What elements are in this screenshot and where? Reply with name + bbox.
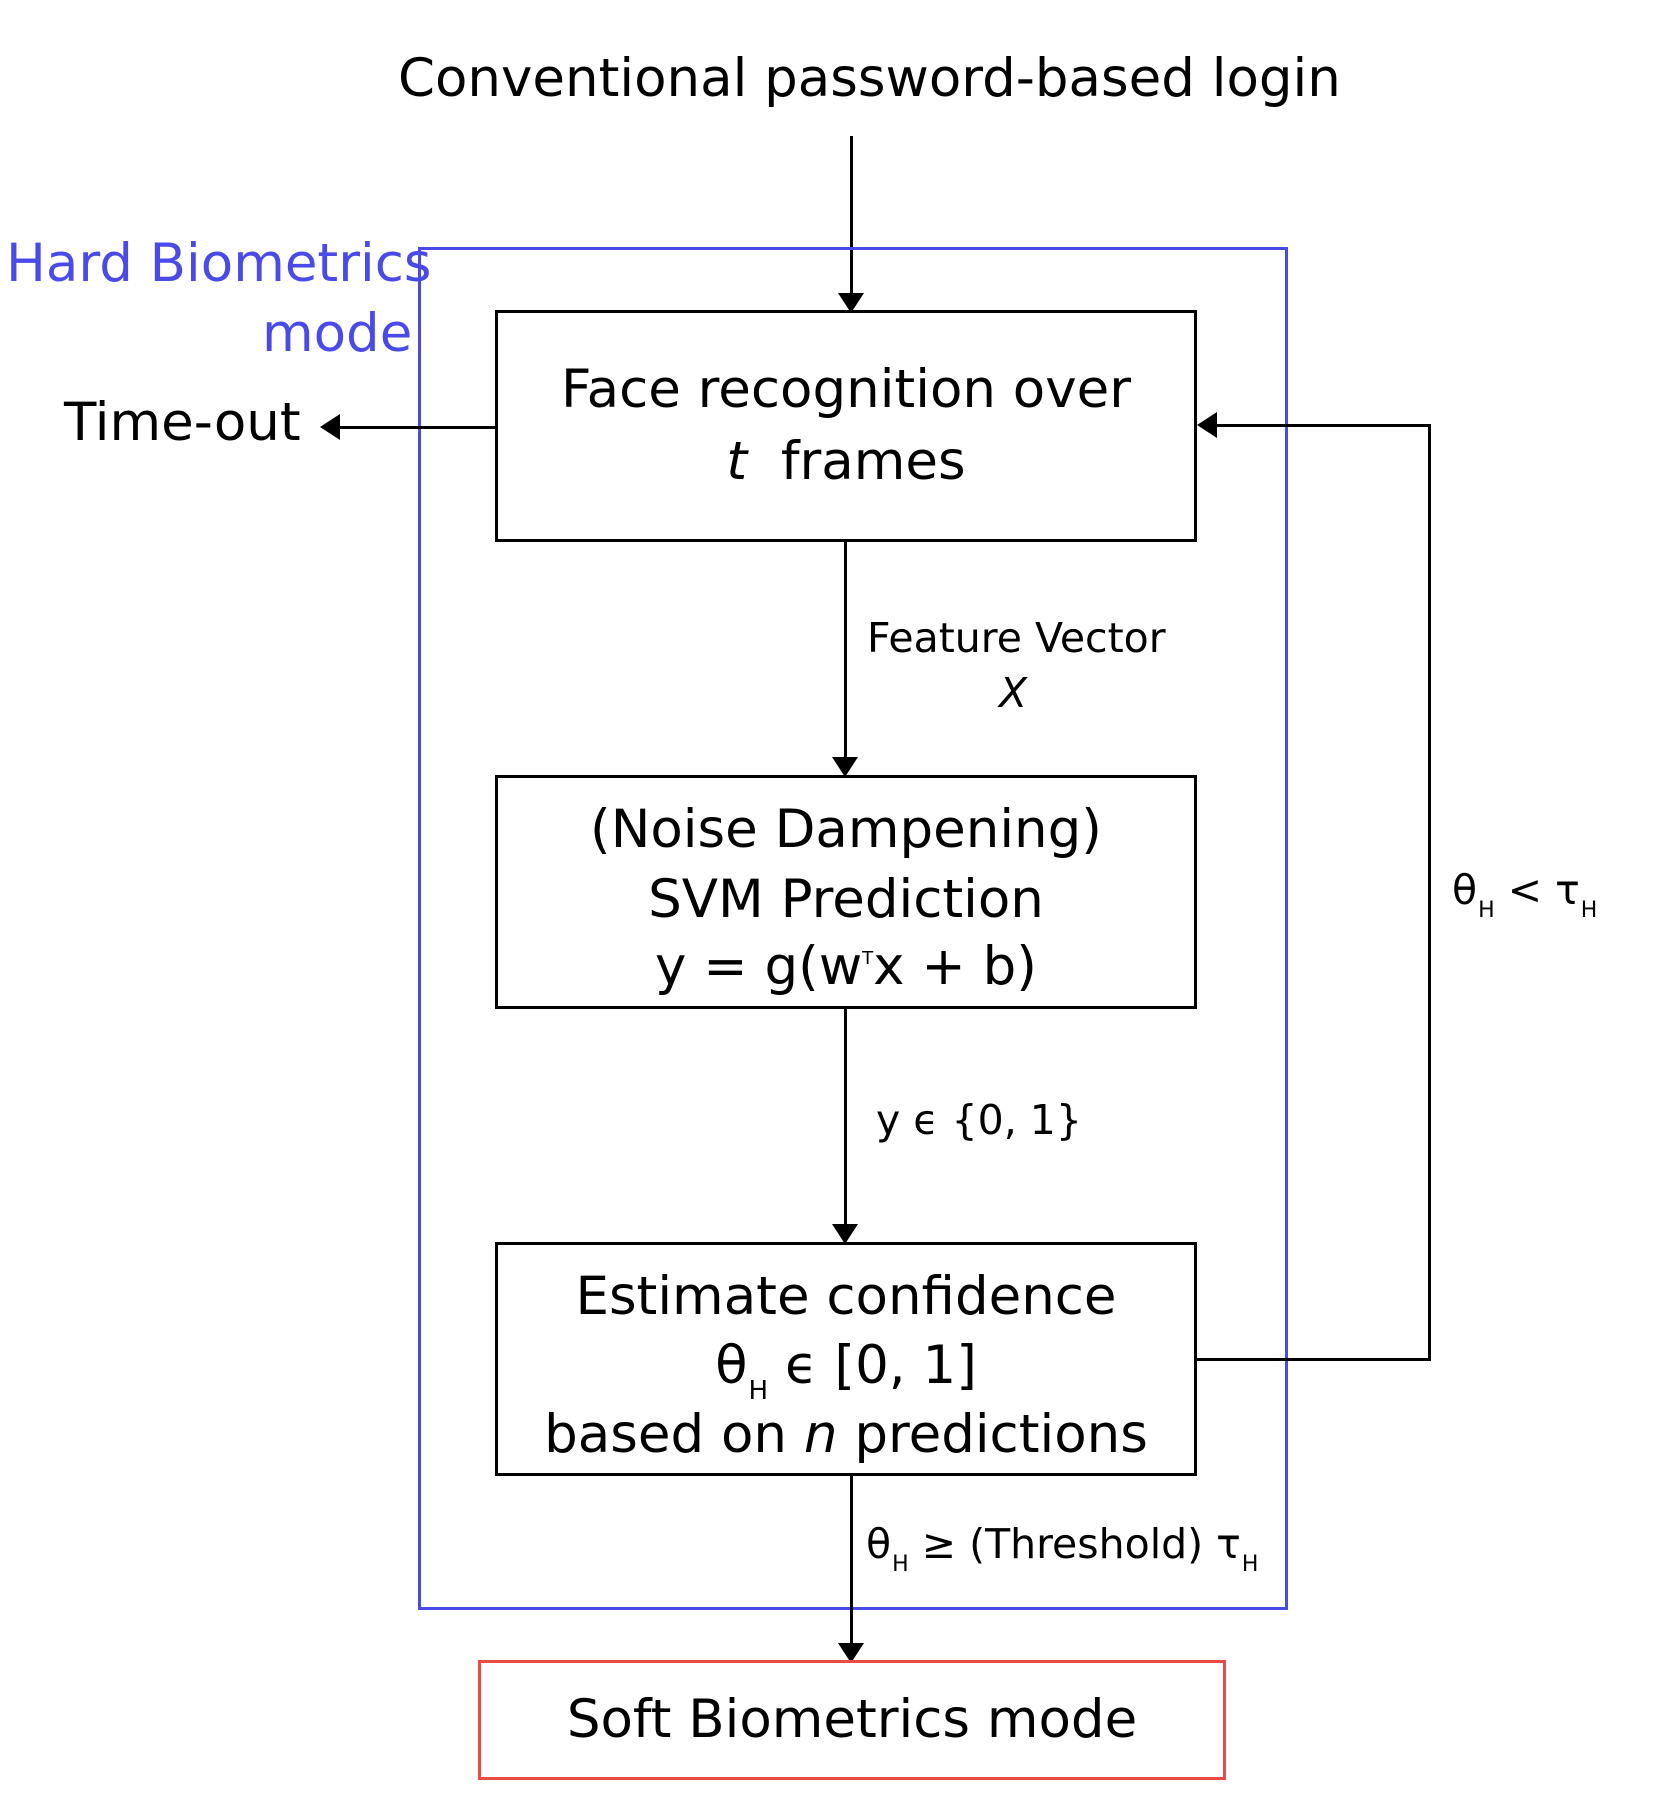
arrowhead-login-to-face: [838, 293, 864, 313]
feature-vector-label: Feature Vector: [867, 614, 1166, 662]
confidence-range: ϵ [0, 1]: [784, 1335, 977, 1396]
confidence-box-line3: based on n predictions: [498, 1408, 1194, 1461]
login-step-label: Conventional password-based login: [398, 48, 1341, 109]
exit-theta: θ: [866, 1520, 892, 1568]
svm-prediction-box: (Noise Dampening) SVM Prediction y = g(w…: [495, 775, 1197, 1009]
face-box-line1: Face recognition over: [560, 359, 1131, 420]
loop-theta: θ: [1452, 866, 1478, 914]
arrow-confidence-to-soft: [850, 1476, 853, 1646]
confidence-box-line1: Estimate confidence: [575, 1266, 1117, 1327]
soft-biometrics-label: Soft Biometrics mode: [566, 1689, 1138, 1750]
loop-line-out: [1197, 1358, 1431, 1361]
face-box-line2: t frames: [498, 435, 1194, 488]
loop-operator: <: [1507, 866, 1543, 914]
confidence-estimate-box: Estimate confidence θH ϵ [0, 1] based on…: [495, 1242, 1197, 1476]
timeout-arrow-line: [338, 426, 495, 429]
confidence-line3-post: predictions: [854, 1404, 1148, 1465]
arrow-face-to-svm: [844, 542, 847, 760]
loop-tau-sub: H: [1580, 898, 1598, 923]
exit-condition-label: θH ≥ (Threshold) τH: [866, 1524, 1258, 1576]
frames-word: frames: [780, 431, 966, 492]
loop-arrowhead: [1197, 412, 1217, 438]
svm-formula: y = g(wTx + b): [498, 940, 1194, 993]
soft-biometrics-box: Soft Biometrics mode: [478, 1660, 1226, 1780]
exit-tau-sub: H: [1241, 1552, 1259, 1577]
svm-formula-superscript: T: [862, 948, 874, 969]
predictions-count-variable: n: [803, 1404, 838, 1465]
svm-formula-left: y = g(w: [655, 936, 863, 997]
confidence-line3-pre: based on: [544, 1404, 787, 1465]
arrowhead-confidence-to-soft: [838, 1643, 864, 1663]
loop-condition-label: θH < τH: [1452, 870, 1597, 922]
confidence-theta-sub: H: [748, 1376, 769, 1406]
arrowhead-svm-to-confidence: [832, 1224, 858, 1244]
arrowhead-face-to-svm: [832, 757, 858, 777]
exit-theta-sub: H: [892, 1552, 909, 1577]
loop-line-back: [1215, 424, 1431, 427]
svm-box-line1: (Noise Dampening): [590, 799, 1102, 860]
prediction-output-label: y ϵ {0, 1}: [876, 1096, 1082, 1144]
hard-biometrics-label-line1: Hard Biometrics: [6, 233, 432, 294]
loop-theta-sub: H: [1478, 898, 1495, 923]
svm-formula-right: x + b): [873, 936, 1037, 997]
frames-variable: t: [726, 431, 748, 492]
timeout-arrowhead: [320, 414, 340, 440]
face-recognition-box: Face recognition over t frames: [495, 310, 1197, 542]
confidence-box-line2: θH ϵ [0, 1]: [498, 1339, 1194, 1404]
arrow-login-to-face: [850, 136, 853, 296]
loop-line-vertical: [1428, 424, 1431, 1361]
feature-vector-symbol: X: [999, 669, 1028, 717]
exit-threshold-text: ≥ (Threshold) τ: [921, 1520, 1241, 1568]
confidence-theta: θ: [715, 1335, 748, 1396]
loop-tau: τ: [1555, 866, 1580, 914]
hard-biometrics-container: [418, 247, 1288, 1610]
svm-box-line2: SVM Prediction: [648, 869, 1044, 930]
timeout-label: Time-out: [64, 392, 301, 453]
arrow-svm-to-confidence: [844, 1009, 847, 1227]
hard-biometrics-label-line2: mode: [262, 303, 413, 364]
